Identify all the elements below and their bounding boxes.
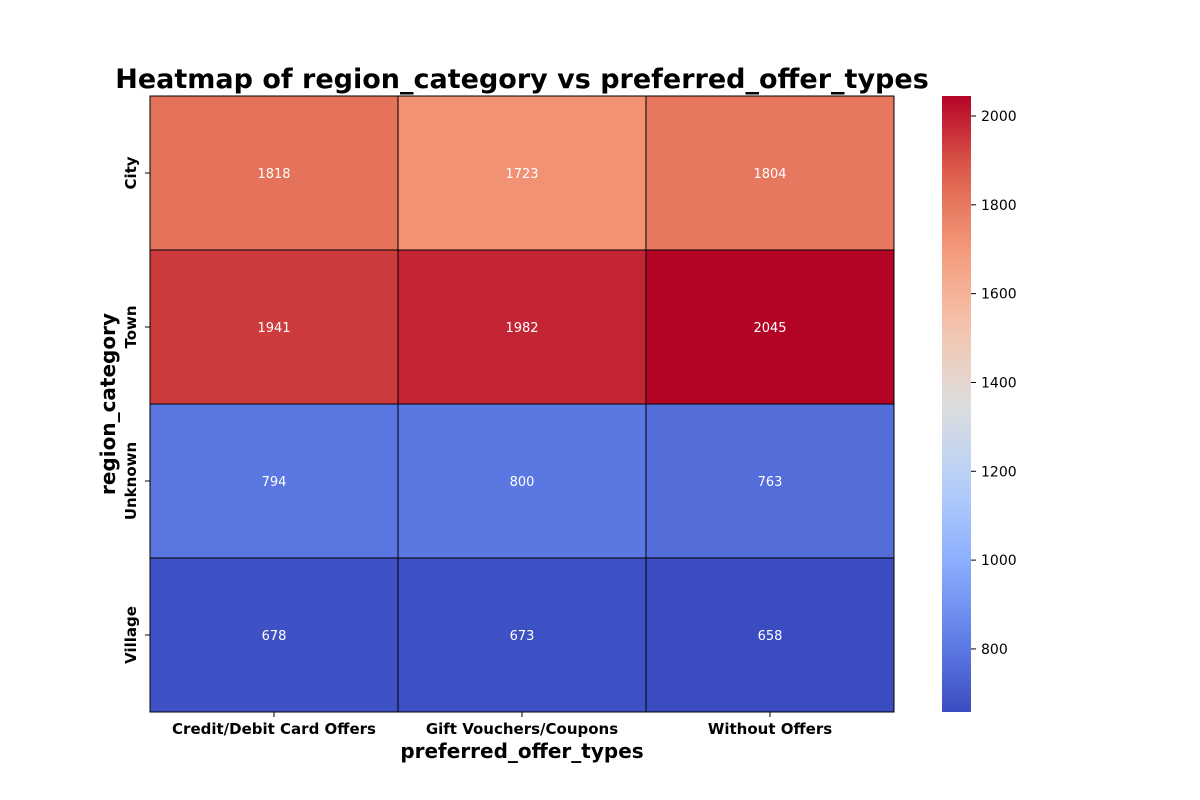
x-tick-label: Without Offers xyxy=(708,720,832,738)
heatmap-cell xyxy=(149,557,399,713)
y-axis-ticks: City Town Unknown Village xyxy=(122,156,150,664)
cell-value-label: 763 xyxy=(758,475,783,490)
y-tick-label: Village xyxy=(122,606,140,664)
heatmap-cell xyxy=(645,557,895,713)
y-tick-label: Town xyxy=(122,305,140,348)
cell-value-label: 673 xyxy=(510,629,535,644)
cell-value-label: 1723 xyxy=(505,167,538,182)
colorbar-tick-label: 1000 xyxy=(981,553,1017,569)
colorbar-tick-label: 1600 xyxy=(981,287,1017,303)
colorbar-ticks: 800 1000 1200 1400 1600 1800 2000 xyxy=(971,109,1017,658)
colorbar xyxy=(942,96,971,712)
heatmap-cell xyxy=(645,95,895,251)
colorbar-tick-label: 2000 xyxy=(981,109,1017,125)
cell-value-label: 1804 xyxy=(753,167,786,182)
cell-value-label: 658 xyxy=(758,629,783,644)
x-tick-label: Gift Vouchers/Coupons xyxy=(426,720,618,738)
x-axis-ticks: Credit/Debit Card Offers Gift Vouchers/Co… xyxy=(172,712,832,738)
cell-value-label: 1941 xyxy=(257,321,290,336)
chart-title: Heatmap of region_category vs preferred_… xyxy=(115,64,929,95)
heatmap-cell xyxy=(645,249,895,405)
colorbar-tick-label: 800 xyxy=(981,642,1008,658)
heatmap-cell xyxy=(397,249,647,405)
x-tick-label: Credit/Debit Card Offers xyxy=(172,720,376,738)
y-axis-label: region_category xyxy=(96,313,120,495)
x-axis-label: preferred_offer_types xyxy=(400,739,643,763)
heatmap-cell xyxy=(149,249,399,405)
cell-value-label: 800 xyxy=(510,475,535,490)
heatmap-cells xyxy=(149,95,895,713)
heatmap-cell xyxy=(397,95,647,251)
heatmap-cell xyxy=(149,403,399,559)
heatmap-cell xyxy=(149,95,399,251)
y-tick-label: City xyxy=(122,156,140,189)
colorbar-tick-label: 1800 xyxy=(981,198,1017,214)
heatmap-cell-labels: 1818 1723 1804 1941 1982 2045 794 800 763 678 673 6… xyxy=(257,167,786,644)
colorbar-tick-label: 1200 xyxy=(981,464,1017,480)
y-tick-label: Unknown xyxy=(122,442,140,520)
cell-value-label: 2045 xyxy=(753,321,786,336)
colorbar-tick-label: 1400 xyxy=(981,375,1017,391)
cell-value-label: 678 xyxy=(262,629,287,644)
cell-value-label: 1982 xyxy=(505,321,538,336)
cell-value-label: 1818 xyxy=(257,167,290,182)
heatmap-cell xyxy=(397,403,647,559)
cell-value-label: 794 xyxy=(262,475,287,490)
